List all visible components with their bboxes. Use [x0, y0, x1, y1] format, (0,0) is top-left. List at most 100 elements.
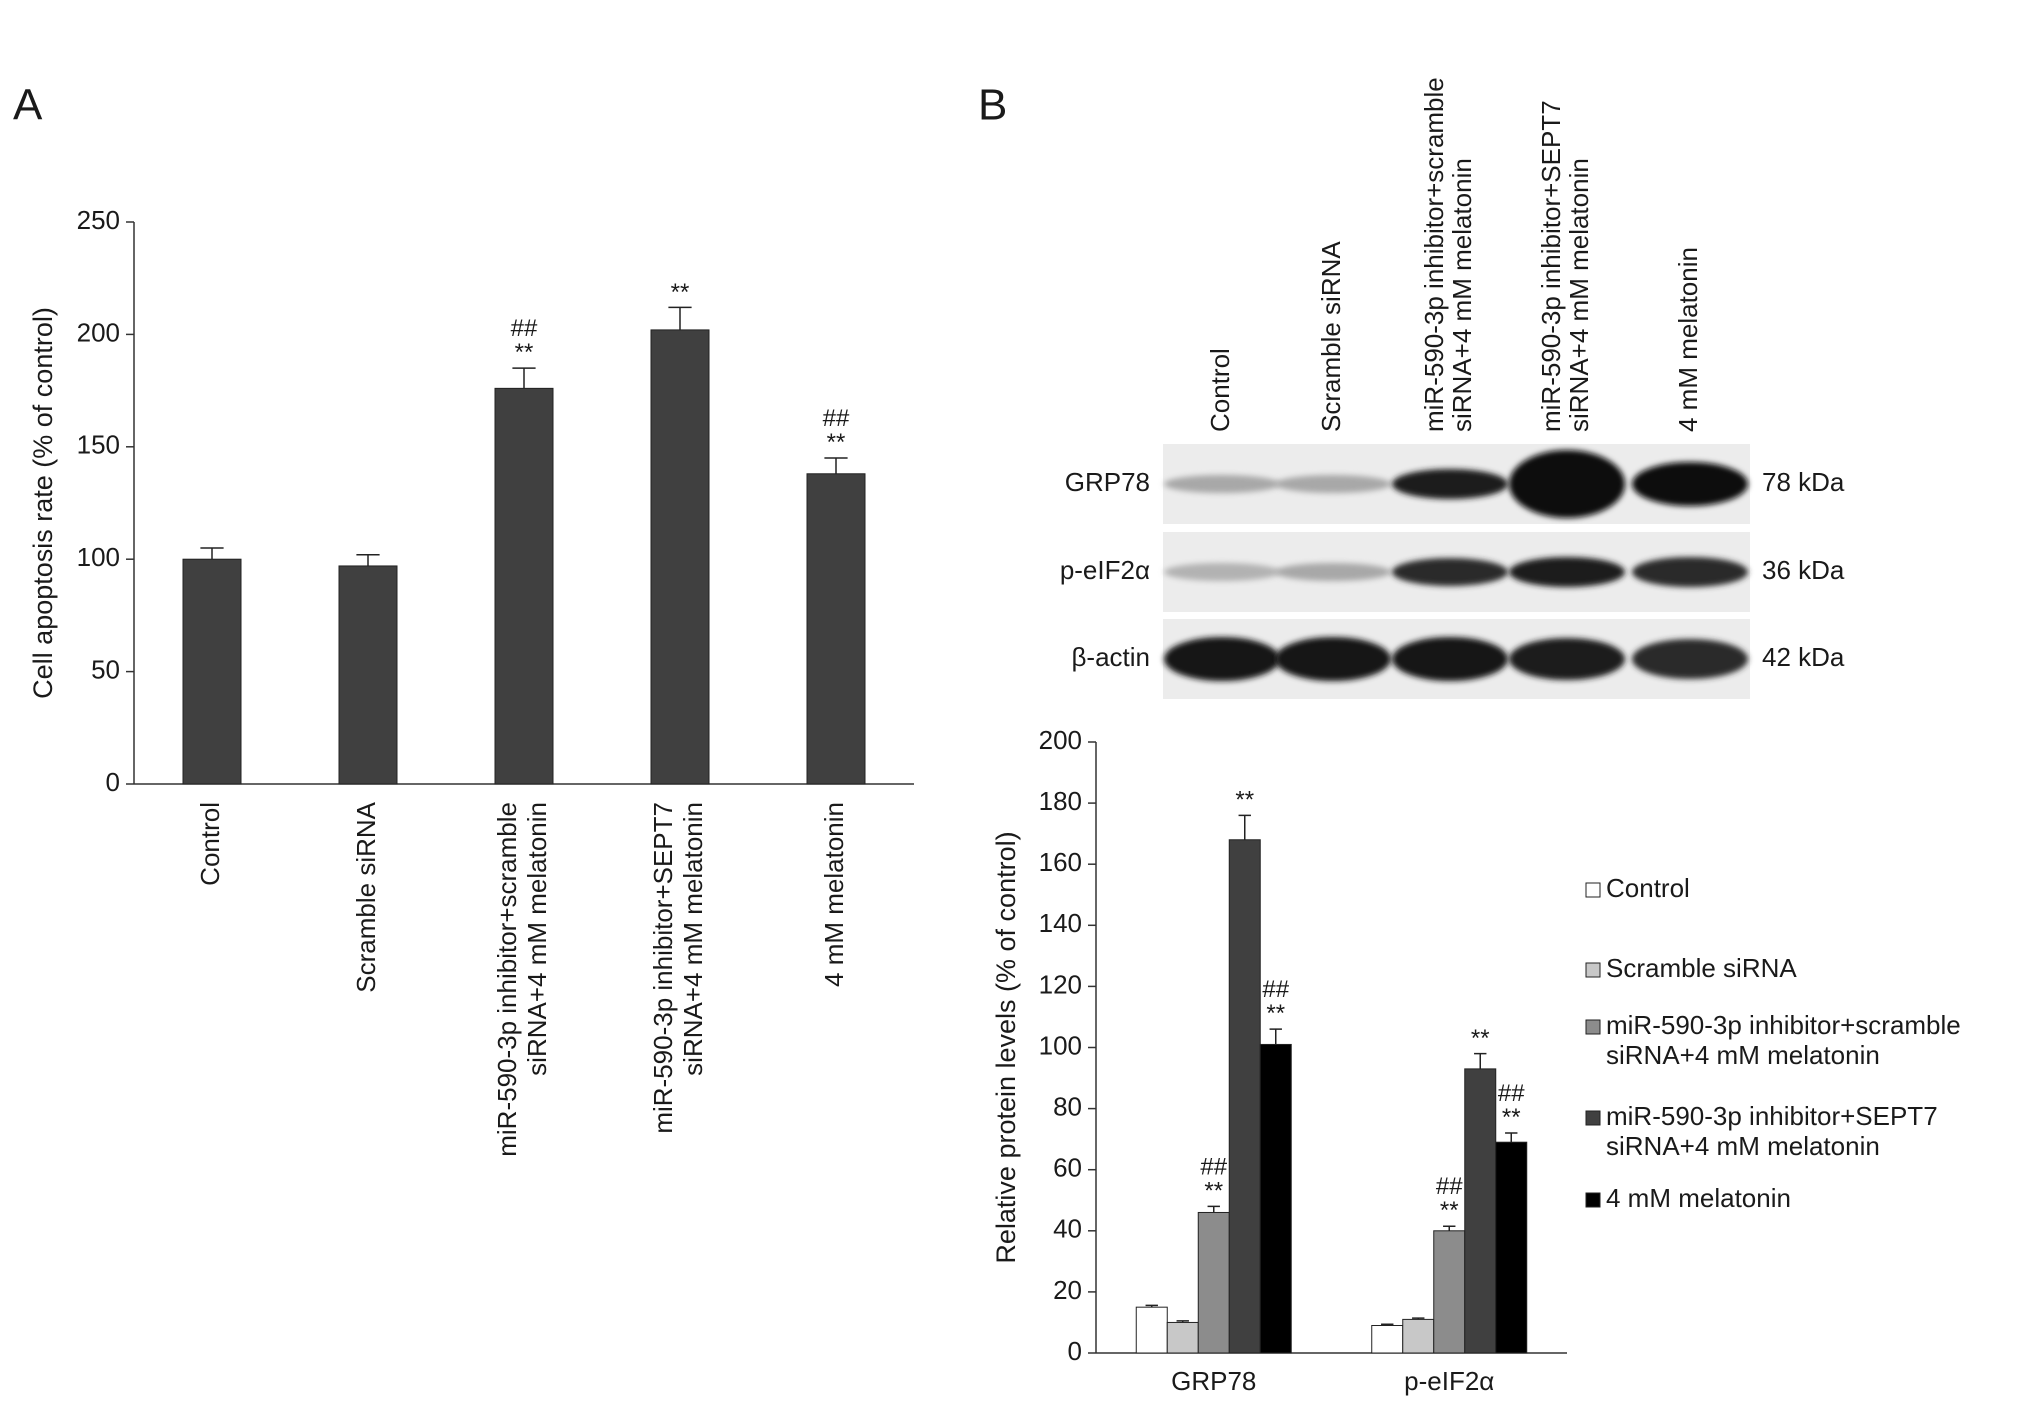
error-bar: [668, 306, 692, 330]
bar: [1259, 1043, 1292, 1354]
error-bar: [1505, 1132, 1518, 1143]
x-tick-label: Control: [195, 802, 225, 886]
blot-band: [1164, 475, 1280, 493]
blot-band: [1392, 558, 1508, 586]
significance-label: **: [1235, 787, 1254, 814]
y-tick-label: 160: [1039, 847, 1082, 877]
x-tick-label: GRP78: [1171, 1366, 1256, 1396]
legend-swatch: [1585, 1110, 1601, 1126]
y-tick-label: 100: [77, 542, 120, 572]
y-tick-label: 80: [1053, 1091, 1082, 1121]
bar: [1371, 1325, 1404, 1354]
x-tick-label: Scramble siRNA: [351, 801, 381, 992]
bar: [182, 558, 242, 785]
blot-band: [1275, 475, 1391, 493]
error-bar: [1381, 1323, 1394, 1326]
y-axis-label: Relative protein levels (% of control): [991, 831, 1021, 1263]
legend-label: Scramble siRNA: [1606, 953, 1797, 983]
bar: [1197, 1211, 1230, 1354]
lane-label: 4 mM melatonin: [1673, 247, 1703, 432]
bar: [494, 387, 554, 785]
y-tick-label: 50: [91, 654, 120, 684]
error-bar: [1269, 1028, 1282, 1045]
bar: [1464, 1068, 1497, 1354]
blot-band: [1509, 638, 1625, 680]
blot-band: [1632, 557, 1748, 587]
bar: [650, 329, 710, 785]
significance-label: ## **: [1200, 1154, 1227, 1205]
error-bar: [824, 457, 848, 474]
y-tick-label: 0: [106, 767, 120, 797]
error-bar: [200, 547, 224, 560]
lane-label: miR-590-3p inhibitor+SEPT7siRNA+4 mM mel…: [1536, 100, 1594, 432]
blot-row-label: p-eIF2α: [1060, 555, 1150, 585]
blot-band: [1632, 462, 1748, 506]
blot-band: [1392, 637, 1508, 681]
legend-swatch: [1585, 962, 1601, 978]
panel-label: B: [978, 81, 1007, 130]
bar: [806, 473, 866, 785]
bar: [1433, 1230, 1466, 1354]
y-tick-label: 20: [1053, 1275, 1082, 1305]
y-tick-label: 100: [1039, 1030, 1082, 1060]
lane-label: Scramble siRNA: [1316, 241, 1346, 432]
x-tick-label: 4 mM melatonin: [819, 802, 849, 987]
significance-label: **: [1471, 1025, 1490, 1052]
error-bar: [1412, 1317, 1425, 1320]
y-tick-label: 60: [1053, 1153, 1082, 1183]
blot-row-label: GRP78: [1065, 467, 1150, 497]
significance-label: ## **: [1262, 977, 1289, 1028]
blot-band: [1509, 557, 1625, 587]
bar: [1402, 1318, 1435, 1354]
error-bar: [356, 553, 380, 566]
bar: [338, 565, 398, 785]
error-bar: [1176, 1320, 1189, 1323]
y-tick-label: 150: [77, 430, 120, 460]
y-tick-label: 250: [77, 205, 120, 235]
error-bar: [512, 367, 536, 389]
blot-band: [1392, 469, 1508, 499]
error-bar: [1207, 1205, 1220, 1213]
legend-swatch: [1585, 882, 1601, 898]
x-tick-label: miR-590-3p inhibitor+scramblesiRNA+4 mM …: [492, 802, 552, 1157]
y-tick-label: 200: [1039, 725, 1082, 755]
y-tick-label: 40: [1053, 1214, 1082, 1244]
error-bar: [1145, 1304, 1158, 1308]
legend-label: miR-590-3p inhibitor+scramble siRNA+4 mM …: [1606, 1010, 1961, 1070]
significance-label: ## **: [1436, 1174, 1463, 1225]
blot-size-label: 36 kDa: [1762, 555, 1845, 585]
error-bar: [1474, 1052, 1487, 1069]
bar: [1495, 1141, 1528, 1354]
lane-label: miR-590-3p inhibitor+scramblesiRNA+4 mM …: [1419, 77, 1477, 432]
significance-label: **: [671, 279, 690, 306]
significance-label: ## **: [511, 315, 538, 366]
significance-label: ## **: [1498, 1080, 1525, 1131]
bar: [1135, 1306, 1168, 1354]
x-tick-label: miR-590-3p inhibitor+SEPT7siRNA+4 mM mel…: [648, 802, 708, 1134]
blot-size-label: 78 kDa: [1762, 467, 1845, 497]
y-tick-label: 140: [1039, 908, 1082, 938]
y-tick-label: 200: [77, 317, 120, 347]
y-tick-label: 180: [1039, 786, 1082, 816]
legend-swatch: [1585, 1192, 1601, 1208]
blot-band: [1632, 639, 1748, 679]
legend-swatch: [1585, 1019, 1601, 1035]
bar: [1228, 839, 1261, 1354]
significance-label: ## **: [823, 405, 850, 456]
blot-band: [1164, 563, 1280, 581]
error-bar: [1443, 1225, 1456, 1231]
x-tick-label: p-eIF2α: [1404, 1366, 1494, 1396]
blot-row-label: β-actin: [1071, 642, 1150, 672]
y-axis-label: Cell apoptosis rate (% of control): [28, 307, 58, 699]
error-bar: [1238, 814, 1251, 840]
lane-label: Control: [1205, 348, 1235, 432]
legend-label: 4 mM melatonin: [1606, 1183, 1791, 1213]
blot-band: [1509, 450, 1625, 518]
blot-band: [1164, 637, 1280, 681]
panel-label: A: [13, 81, 43, 130]
blot-band: [1275, 563, 1391, 581]
blot-band: [1275, 637, 1391, 681]
y-tick-label: 0: [1068, 1336, 1082, 1366]
y-tick-label: 120: [1039, 969, 1082, 999]
